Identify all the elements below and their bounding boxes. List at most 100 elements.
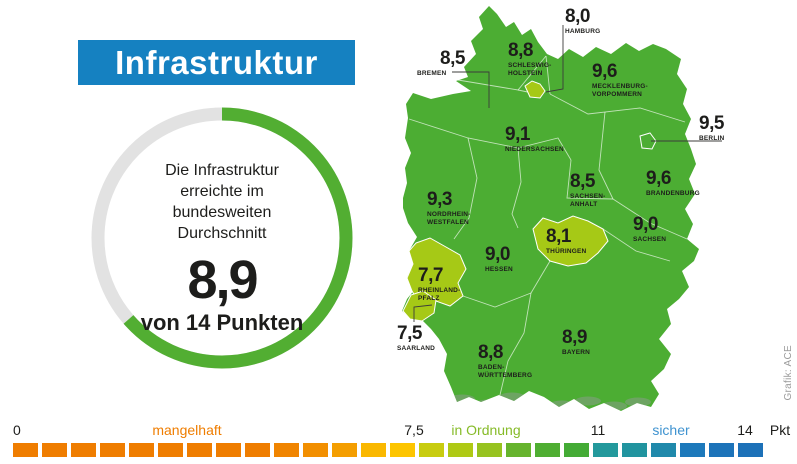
- leader-bremen: [452, 71, 490, 108]
- state-name: THÜRINGEN: [546, 248, 587, 255]
- state-name: BREMEN: [417, 70, 447, 77]
- state-value: 8,0: [565, 6, 590, 27]
- leader-hamburg: [545, 25, 564, 93]
- state-name: RHEINLAND-PFALZ: [418, 287, 461, 303]
- scale-segment-14: [390, 443, 415, 457]
- scale-segment-17: [477, 443, 502, 457]
- state-value: 7,5: [397, 323, 422, 344]
- scale-segment-7: [187, 443, 212, 457]
- state-name: HAMBURG: [565, 28, 601, 35]
- state-name: MECKLENBURG-VORPOMMERN: [592, 83, 648, 99]
- state-name: NIEDERSACHSEN: [505, 146, 564, 153]
- state-label-bremen: 8,5 BREMEN: [417, 49, 465, 78]
- scale-segment-4: [100, 443, 125, 457]
- scale-segment-bar: [13, 443, 763, 457]
- scale-segment-2: [42, 443, 67, 457]
- state-value: 9,0: [633, 214, 658, 235]
- scale-segment-1: [13, 443, 38, 457]
- state-name: BADEN-WÜRTTEMBERG: [478, 364, 533, 380]
- state-value: 8,5: [570, 171, 595, 192]
- scale-tick-7-5: 7,5: [404, 422, 424, 438]
- scale-tick-11: 11: [590, 422, 606, 438]
- scale-tick-0: 0: [13, 422, 21, 438]
- scale-segment-18: [506, 443, 531, 457]
- scale-labels: 0 mangelhaft 7,5 in Ordnung 11 sicher 14…: [13, 422, 790, 441]
- state-value: 8,5: [440, 48, 465, 69]
- state-label-hamburg: 8,0 HAMBURG: [565, 7, 600, 36]
- state-label-sachsen: 9,0 SACHSEN: [633, 215, 666, 244]
- state-label-hessen: 9,0 HESSEN: [485, 245, 513, 274]
- state-value: 9,3: [427, 189, 452, 210]
- scale-segment-16: [448, 443, 473, 457]
- gauge-value: 8,9: [187, 250, 258, 311]
- scale-segment-24: [680, 443, 705, 457]
- scale-segment-9: [245, 443, 270, 457]
- state-label-baden-wuerttemberg: 8,8 BADEN-WÜRTTEMBERG: [478, 343, 533, 381]
- scale-segment-23: [651, 443, 676, 457]
- scale-segment-21: [593, 443, 618, 457]
- title-banner: Infrastruktur: [78, 40, 355, 85]
- state-value: 8,9: [562, 327, 587, 348]
- scale-segment-26: [738, 443, 763, 457]
- state-label-sachsen-anhalt: 8,5 SACHSEN-ANHALT: [570, 172, 612, 210]
- scale-tick-14: 14: [737, 422, 753, 438]
- gauge-text-block: Die Infrastruktur erreichte im bundeswei…: [117, 160, 327, 336]
- state-value: 9,6: [646, 168, 671, 189]
- credit-text: Grafik: ACE: [783, 345, 794, 401]
- state-label-bayern: 8,9 BAYERN: [562, 328, 590, 357]
- gauge-donut: [91, 107, 353, 369]
- gauge-suffix: von 14 Punkten: [140, 310, 304, 336]
- state-value: 9,1: [505, 124, 530, 145]
- scale-zone-sicher: sicher: [652, 422, 690, 438]
- region-thueringen: [532, 215, 609, 267]
- state-label-rheinland-pfalz: 7,7 RHEINLAND-PFALZ: [418, 266, 464, 304]
- scale-zone-mangelhaft: mangelhaft: [152, 422, 222, 438]
- leader-lines: [413, 25, 722, 322]
- state-value: 8,1: [546, 226, 571, 247]
- state-value: 9,6: [592, 61, 617, 82]
- scale-segment-22: [622, 443, 647, 457]
- scale-segment-13: [361, 443, 386, 457]
- state-name: SACHSEN-ANHALT: [570, 193, 606, 209]
- scale-segment-20: [564, 443, 589, 457]
- state-name: HESSEN: [485, 266, 513, 273]
- page-title: Infrastruktur: [115, 43, 318, 81]
- state-value: 9,0: [485, 244, 510, 265]
- region-hamburg: [524, 80, 546, 99]
- gauge-value-arc: [91, 107, 353, 369]
- state-label-thueringen: 8,1 THÜRINGEN: [546, 227, 586, 256]
- state-name: NORDRHEIN-WESTFALEN: [427, 211, 471, 227]
- scale-segment-11: [303, 443, 328, 457]
- state-name: BRANDENBURG: [646, 190, 700, 197]
- gauge-description: Die Infrastruktur erreichte im bundeswei…: [165, 162, 279, 243]
- scale-zone-in-ordnung: in Ordnung: [451, 422, 521, 438]
- state-name: SACHSEN: [633, 236, 667, 243]
- state-value: 8,8: [478, 342, 503, 363]
- state-label-saarland: 7,5 SAARLAND: [397, 324, 435, 353]
- points-scale: 0 mangelhaft 7,5 in Ordnung 11 sicher 14…: [13, 422, 790, 457]
- state-name: BERLIN: [699, 135, 725, 142]
- state-label-schleswig-holstein: 8,8 SCHLESWIG-HOLSTEIN: [508, 41, 558, 79]
- state-borders: [408, 55, 688, 396]
- germany-outline: [402, 6, 699, 411]
- state-label-mecklenburg-vorpommern: 9,6 MECKLENBURG-VORPOMMERN: [592, 62, 662, 100]
- state-value: 8,8: [508, 40, 533, 61]
- germany-map: [402, 6, 722, 411]
- scale-segment-3: [71, 443, 96, 457]
- state-label-niedersachsen: 9,1 NIEDERSACHSEN: [505, 125, 564, 154]
- state-name: SAARLAND: [397, 345, 436, 352]
- state-label-brandenburg: 9,6 BRANDENBURG: [646, 169, 700, 198]
- scale-segment-15: [419, 443, 444, 457]
- scale-segment-25: [709, 443, 734, 457]
- scale-segment-8: [216, 443, 241, 457]
- scale-unit-pkt: Pkt: [769, 422, 791, 438]
- state-label-nordrhein-westfalen: 9,3 NORDRHEIN-WESTFALEN: [427, 190, 475, 228]
- scale-segment-12: [332, 443, 357, 457]
- state-value: 7,7: [418, 265, 443, 286]
- state-name: SCHLESWIG-HOLSTEIN: [508, 62, 552, 78]
- scale-segment-10: [274, 443, 299, 457]
- scale-segment-5: [129, 443, 154, 457]
- region-berlin: [639, 132, 657, 150]
- state-name: BAYERN: [562, 349, 591, 356]
